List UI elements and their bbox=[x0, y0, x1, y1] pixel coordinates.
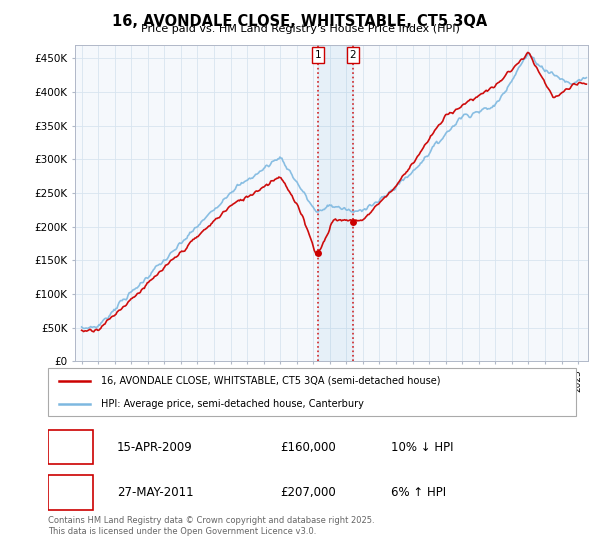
Text: 6% ↑ HPI: 6% ↑ HPI bbox=[391, 486, 446, 499]
Text: 16, AVONDALE CLOSE, WHITSTABLE, CT5 3QA: 16, AVONDALE CLOSE, WHITSTABLE, CT5 3QA bbox=[112, 14, 488, 29]
Text: 15-APR-2009: 15-APR-2009 bbox=[116, 441, 193, 454]
Bar bbox=[318, 45, 353, 361]
Text: £207,000: £207,000 bbox=[280, 486, 336, 499]
FancyBboxPatch shape bbox=[48, 475, 93, 510]
Text: HPI: Average price, semi-detached house, Canterbury: HPI: Average price, semi-detached house,… bbox=[101, 399, 364, 409]
Text: 2: 2 bbox=[67, 486, 74, 499]
Text: 2: 2 bbox=[349, 50, 356, 60]
Text: 1: 1 bbox=[315, 50, 322, 60]
Text: 1: 1 bbox=[67, 441, 74, 454]
Text: Contains HM Land Registry data © Crown copyright and database right 2025.
This d: Contains HM Land Registry data © Crown c… bbox=[48, 516, 374, 536]
Text: 27-MAY-2011: 27-MAY-2011 bbox=[116, 486, 193, 499]
FancyBboxPatch shape bbox=[48, 430, 93, 464]
Text: 16, AVONDALE CLOSE, WHITSTABLE, CT5 3QA (semi-detached house): 16, AVONDALE CLOSE, WHITSTABLE, CT5 3QA … bbox=[101, 376, 440, 386]
Text: Price paid vs. HM Land Registry's House Price Index (HPI): Price paid vs. HM Land Registry's House … bbox=[140, 24, 460, 34]
Text: 10% ↓ HPI: 10% ↓ HPI bbox=[391, 441, 454, 454]
Text: £160,000: £160,000 bbox=[280, 441, 336, 454]
